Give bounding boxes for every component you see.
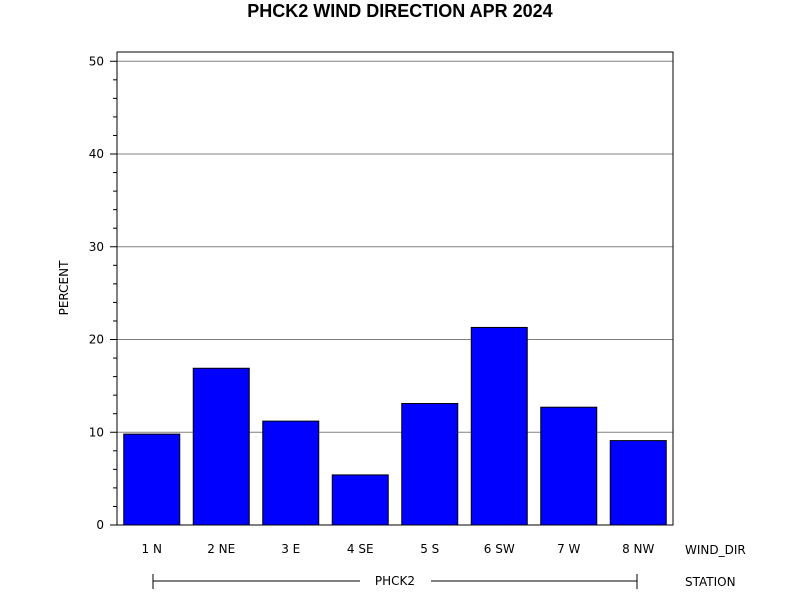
y-tick-label: 50 [89,54,104,68]
bar-1-n [123,433,181,526]
x-axis-label: WIND_DIR [685,543,746,557]
y-tick-label: 30 [89,240,104,254]
plot-frame [116,51,674,526]
station-group-label: PHCK2 [375,574,415,588]
x-tick-label: 6 SW [484,542,515,556]
bars [123,326,667,526]
x-tick-label: 2 NE [207,542,235,556]
x-tick-label: 7 W [557,542,580,556]
y-axis-label: PERCENT [57,260,71,315]
y-tick-label: 0 [96,518,104,532]
x-tick-label: 1 N [142,542,162,556]
bar-3-e [262,420,320,526]
y-tick-label: 20 [89,333,104,347]
y-axis-ticks: 0 10 20 30 40 50 [89,54,117,532]
bar-7-w [540,406,598,526]
chart-title: PHCK2 WIND DIRECTION APR 2024 [247,1,552,21]
station-axis-label: STATION [685,575,736,589]
bar-8-nw [609,440,667,526]
x-tick-label: 4 SE [347,542,374,556]
bar-6-sw [470,326,528,526]
bar-5-s [401,403,459,526]
y-tick-label: 40 [89,147,104,161]
bar-2-ne [192,367,250,526]
bar-4-se [331,474,389,526]
x-tick-label: 5 S [420,542,439,556]
x-axis-tick-labels: 1 N 2 NE 3 E 4 SE 5 S 6 SW 7 W 8 NW [142,542,655,556]
x-tick-label: 8 NW [622,542,654,556]
y-tick-label: 10 [89,425,104,439]
x-tick-label: 3 E [281,542,300,556]
station-group-bracket [152,574,638,589]
